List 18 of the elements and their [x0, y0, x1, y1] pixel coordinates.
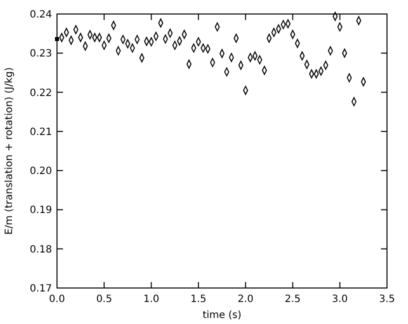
y-tick-label: 0.23 — [30, 48, 52, 60]
y-tick-label: 0.21 — [30, 126, 52, 138]
y-tick-label: 0.24 — [30, 10, 52, 20]
y-tick-label: 0.19 — [30, 205, 52, 216]
x-tick-label: 1.0 — [143, 294, 160, 305]
y-tick-label: 0.22 — [30, 88, 52, 99]
x-tick-label: 0.0 — [49, 294, 65, 305]
y-axis-title: E/m (translation + rotation) (J/kg) — [4, 67, 15, 235]
y-tick-label: 0.18 — [30, 244, 52, 256]
x-tick-label: 3.0 — [332, 294, 348, 305]
x-tick-label: 0.5 — [96, 294, 112, 305]
x-tick-label: 1.5 — [190, 294, 206, 305]
y-tick-label: 0.17 — [30, 284, 52, 294]
x-tick-label: 2.5 — [284, 294, 301, 305]
y-tick-label: 0.20 — [30, 166, 52, 178]
x-tick-label: 3.5 — [379, 294, 395, 305]
x-axis-title: time (s) — [202, 310, 242, 321]
x-tick-label: 2.0 — [238, 294, 254, 305]
